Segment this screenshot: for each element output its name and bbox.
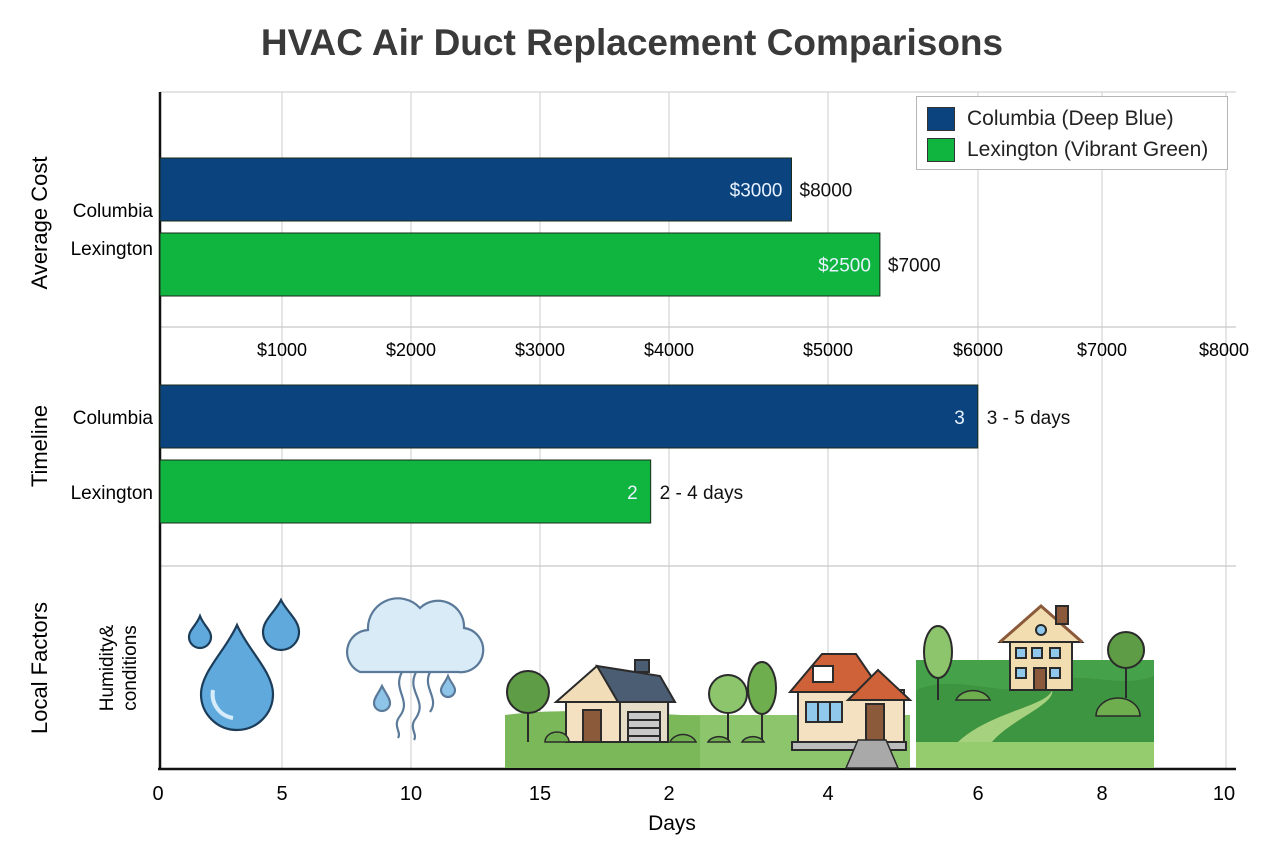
bar-value-high: $7000 [888,256,941,277]
tick-label-days: 2 [663,783,674,805]
category-label-cost-columbia: Columbia [73,201,154,222]
bars: $3000 $8000 $2500 $7000 3 3 - 5 days 2 2 - 4 da… [159,157,1070,524]
bar-value-high: $8000 [800,181,853,202]
panel-label-factors: Local Factors [27,602,52,734]
humid-cloud-icon [346,597,485,741]
bar-range-label: 2 - 4 days [660,483,743,504]
bar-cost-lexington [159,232,881,297]
water-drops-icon [187,597,301,732]
tick-labels: Columbia Lexington $1000 $2000 $3000 $4000 $50… [71,201,1249,805]
legend-swatch-columbia [927,106,955,131]
bar-timeline-columbia [159,384,979,449]
bar-timeline-lexington [159,459,652,524]
tick-label-days: 0 [152,783,163,805]
panel-label-cost: Average Cost [27,157,52,290]
legend-label-lexington: Lexington (Vibrant Green) [967,137,1209,161]
tick-label-days: 8 [1096,783,1107,805]
legend-item-lexington: Lexington (Vibrant Green) [927,134,1217,165]
bar-range-label: 3 - 5 days [987,408,1070,429]
tick-label-days: 10 [400,783,422,805]
suburban-house-icon [505,659,910,768]
tick-label-days: 10 [1213,783,1235,805]
tick-label-cost: $1000 [257,340,307,360]
legend-label-columbia: Columbia (Deep Blue) [967,106,1174,130]
x-axis-label: Days [648,812,696,835]
tick-label-cost: $5000 [803,340,853,360]
legend-swatch-lexington [927,137,955,162]
tick-label-cost: $8000 [1199,340,1249,360]
tick-label-cost: $4000 [644,340,694,360]
panel-label-timeline: Timeline [27,405,52,487]
countryside-house-icon [916,604,1154,768]
tick-label-days: 6 [972,783,983,805]
tick-label-days: 5 [276,783,287,805]
tick-label-days: 4 [822,783,833,805]
tick-label-cost: $3000 [515,340,565,360]
legend-item-columbia: Columbia (Deep Blue) [927,103,1217,134]
category-label-timeline-lexington: Lexington [71,483,153,504]
bar-value-low: 2 [627,483,638,504]
tick-label-cost: $2000 [386,340,436,360]
two-story-house-icon [706,653,913,769]
bar-cost-columbia [159,157,792,222]
tick-label-cost: $6000 [953,340,1003,360]
chart-title: HVAC Air Duct Replacement Comparisons [260,22,1004,63]
category-label-cost-lexington: Lexington [71,239,153,260]
bar-value-low: $2500 [818,256,871,277]
bar-value-low: 3 [954,408,965,429]
bar-value-low: $3000 [730,181,783,202]
legend: Columbia (Deep Blue) Lexington (Vibrant … [916,96,1228,170]
tick-label-cost: $7000 [1077,340,1127,360]
category-label-timeline-columbia: Columbia [73,408,154,429]
panel-dividers [160,326,1236,567]
tick-label-days: 15 [529,783,551,805]
panel-sublabel-factors: Humidity& conditions [97,624,141,711]
